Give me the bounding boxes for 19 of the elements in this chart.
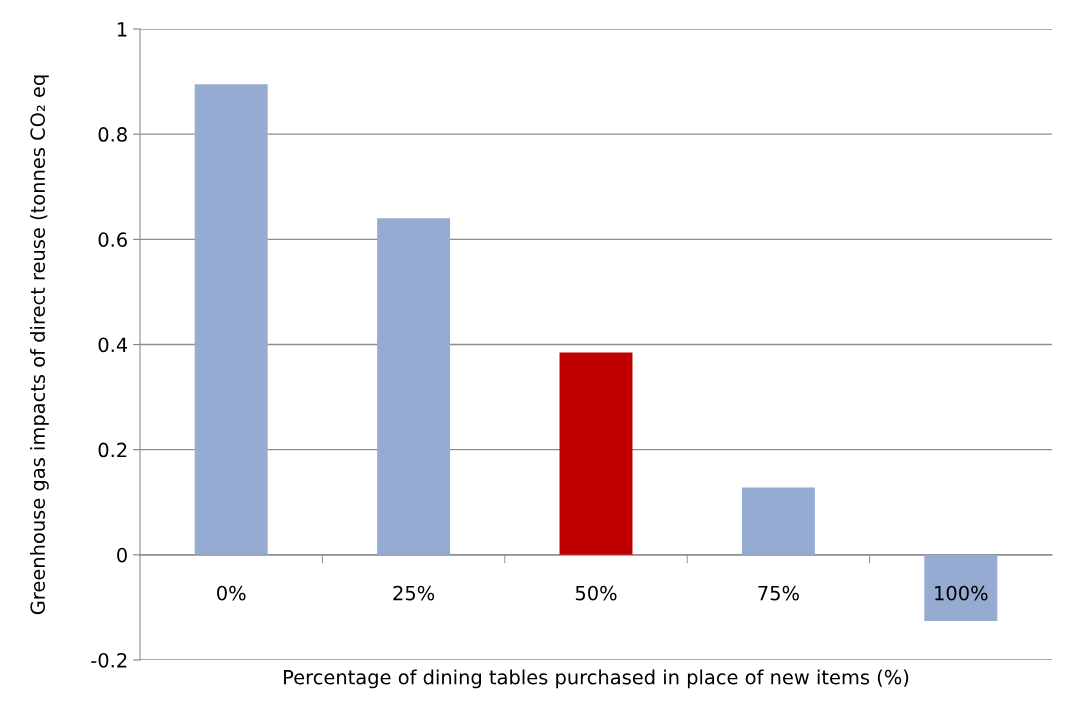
y-tick-label: 1 — [117, 22, 127, 37]
bar — [194, 84, 268, 555]
y-tick-label: 0.6 — [98, 232, 127, 247]
y-tick-label: 0.2 — [98, 442, 127, 458]
y-tick-label: -0.2 — [91, 652, 127, 668]
y-axis-title: Greenhouse gas impacts of direct reuse (tonnes CO₂ eq — [29, 75, 49, 615]
x-axis-title: Percentage of dining tables purchased in place of new items (%) — [284, 669, 909, 689]
x-tick-label: 50% — [575, 585, 617, 601]
bar — [741, 487, 815, 555]
y-tick-label: 0.4 — [98, 337, 128, 353]
bar — [559, 352, 633, 555]
y-tick-label: 0 — [117, 547, 127, 563]
y-tick-label: 0.8 — [98, 127, 127, 142]
x-tick-label: 25% — [393, 585, 435, 601]
x-tick-label: 75% — [758, 585, 799, 601]
bar — [377, 218, 451, 555]
x-tick-label: 100% — [935, 585, 988, 601]
x-tick-label: 0% — [217, 585, 246, 601]
bar — [924, 554, 998, 622]
